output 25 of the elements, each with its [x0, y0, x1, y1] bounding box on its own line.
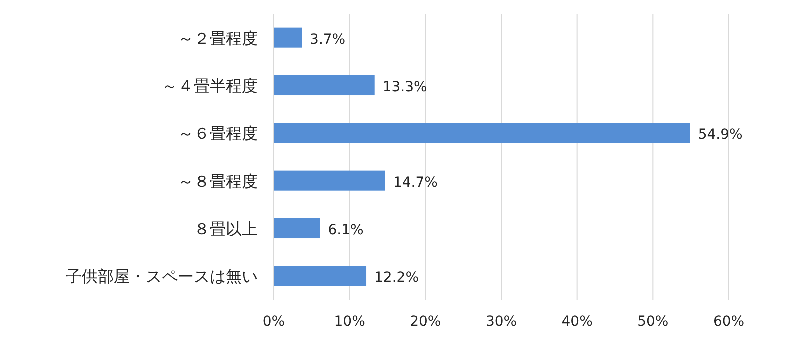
x-tick-label: 0% [262, 314, 286, 330]
x-tick-label: 50% [638, 314, 669, 330]
bar [274, 170, 386, 191]
x-tick-label: 20% [410, 314, 442, 330]
y-tick-label: ～８畳程度 [178, 172, 258, 191]
x-tick-label: 10% [334, 314, 366, 330]
bar [274, 123, 690, 144]
y-tick-label: ～２畳程度 [178, 28, 258, 48]
y-tick-label: ～４畳半程度 [162, 76, 258, 96]
x-tick-label: 40% [562, 314, 593, 330]
data-label: 13.3% [382, 80, 428, 96]
bar [274, 75, 375, 96]
bar [274, 28, 302, 48]
bar [274, 218, 320, 239]
y-tick-label: ８畳以上 [194, 220, 258, 238]
data-label: 14.7% [393, 174, 438, 191]
data-label: 12.2% [374, 270, 419, 286]
data-label: 6.1% [328, 222, 364, 238]
x-tick-label: 60% [713, 314, 745, 330]
y-tick-label: ～６畳程度 [178, 124, 258, 144]
data-label: 54.9% [698, 127, 743, 144]
y-tick-label: 子供部屋・スペースは無い [66, 267, 258, 286]
bar [274, 266, 367, 286]
x-tick-label: 30% [486, 314, 518, 330]
data-label: 3.7% [310, 32, 346, 48]
